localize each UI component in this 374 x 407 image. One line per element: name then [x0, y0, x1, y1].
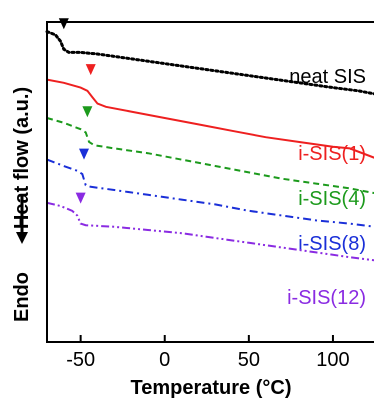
tg-marker-neat-sis	[58, 18, 69, 30]
series-line-i-sis-1	[46, 78, 374, 159]
series-line-i-sis-4	[46, 117, 374, 195]
tg-marker-i-sis-12	[75, 192, 86, 204]
series-line-i-sis-8	[46, 158, 374, 228]
series-label-i-sis-4: i-SIS(4)	[298, 188, 366, 210]
tg-marker-i-sis-8	[79, 148, 90, 160]
series-line-neat-sis	[45, 30, 374, 96]
x-tick-label: 0	[159, 349, 170, 371]
endo-arrow-head	[16, 232, 28, 244]
series-label-neat-sis: neat SIS	[289, 66, 366, 88]
axes: -50 0 50 100	[66, 335, 350, 371]
series-line-i-sis-12	[46, 201, 374, 262]
y-axis-title: Heat flow (a.u.)	[11, 87, 33, 229]
x-tick-label: 50	[238, 349, 260, 371]
plot-area: neat SIS i-SIS(1) i-SIS(4) i-SIS(8) i-SIS(12…	[45, 18, 374, 309]
x-tick-label: 100	[316, 349, 349, 371]
series-label-i-sis-1: i-SIS(1)	[298, 143, 366, 165]
series-label-i-sis-12: i-SIS(12)	[287, 287, 366, 309]
series-label-i-sis-8: i-SIS(8)	[298, 233, 366, 255]
endo-label: Endo	[11, 272, 33, 322]
x-axis-title: Temperature (°C)	[131, 377, 292, 399]
y-axis-label-group: Heat flow (a.u.) Endo	[11, 87, 33, 322]
x-tick-label: -50	[66, 349, 95, 371]
tg-marker-i-sis-4	[82, 106, 93, 118]
tg-marker-i-sis-1	[85, 64, 96, 76]
plot-frame	[46, 21, 374, 343]
